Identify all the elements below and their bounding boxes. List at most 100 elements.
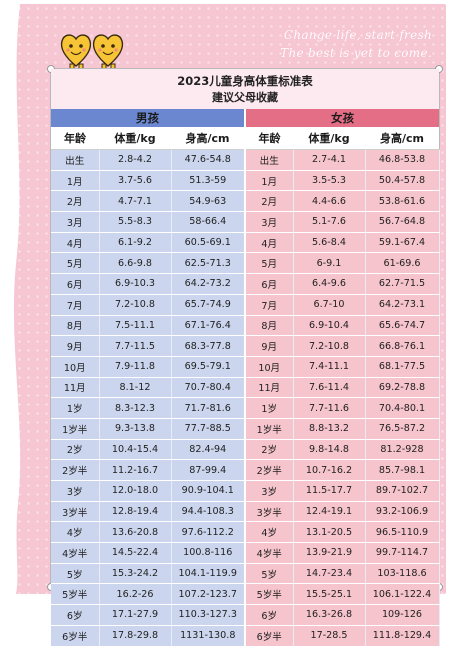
boy-height-cell: 67.1-76.4: [171, 315, 246, 337]
girl-weight-cell: 11.5-17.7: [293, 480, 366, 502]
boys-header: 男孩: [51, 109, 245, 127]
boy-age-cell: 1月: [51, 170, 100, 192]
boy-age-cell: 6岁半: [51, 625, 100, 647]
girl-height-cell: 46.8-53.8: [365, 149, 440, 171]
table-row: 7月 7.2-10.8 65.7-74.9 7月 6.7-10 64.2-73.1: [51, 294, 440, 316]
girl-weight-cell: 6-9.1: [293, 252, 366, 275]
girls-header: 女孩: [244, 109, 439, 127]
girl-height-cell: 70.4-80.1: [365, 397, 440, 419]
boy-age-cell: 2岁半: [51, 459, 100, 481]
table-body: 出生 2.8-4.2 47.6-54.8 出生 2.7-4.1 46.8-53.8 1月 3.…: [51, 149, 440, 647]
boy-height-cell: 60.5-69.1: [171, 232, 246, 254]
boy-weight-cell: 8.1-12: [99, 377, 172, 399]
boy-height-cell: 51.3-59: [171, 170, 246, 192]
boy-height-cell: 90.9-104.1: [171, 480, 246, 502]
girl-height-cell: 89.7-102.7: [365, 480, 440, 502]
girl-height-cell: 96.5-110.9: [365, 521, 440, 544]
table-row: 1岁半 9.3-13.8 77.7-88.5 1岁半 8.8-13.2 76.5-87.2: [51, 418, 440, 440]
girl-weight-cell: 2.7-4.1: [293, 149, 366, 171]
boy-height-cell: 1131-130.8: [171, 625, 246, 647]
growth-chart-card: 2023儿童身高体重标准表 建议父母收藏 男孩 女孩 年龄 体重/kg 身高/c…: [47, 65, 443, 647]
boy-weight-cell: 10.4-15.4: [99, 439, 172, 461]
column-header-height: 身高/cm: [365, 127, 439, 150]
boy-weight-cell: 9.3-13.8: [99, 418, 172, 440]
boy-height-cell: 65.7-74.9: [171, 294, 246, 316]
girl-weight-cell: 12.4-19.1: [293, 501, 366, 523]
girl-weight-cell: 7.6-11.4: [293, 377, 366, 399]
girl-age-cell: 7月: [244, 294, 294, 316]
boy-height-cell: 104.1-119.9: [171, 563, 246, 585]
table-row: 1月 3.7-5.6 51.3-59 1月 3.5-5.3 50.4-57.8: [51, 170, 440, 192]
boy-age-cell: 11月: [51, 377, 100, 399]
girl-height-cell: 111.8-129.4: [365, 625, 440, 647]
table-row: 4岁 13.6-20.8 97.6-112.2 4岁 13.1-20.5 96.5-110…: [51, 521, 440, 544]
girl-weight-cell: 15.5-25.1: [293, 583, 366, 606]
table-row: 5月 6.6-9.8 62.5-71.3 5月 6-9.1 61-69.6: [51, 252, 440, 275]
boy-weight-cell: 13.6-20.8: [99, 521, 172, 544]
boy-height-cell: 71.7-81.6: [171, 397, 246, 419]
boy-age-cell: 2月: [51, 190, 100, 213]
girl-height-cell: 85.7-98.1: [365, 459, 440, 481]
boy-weight-cell: 2.8-4.2: [99, 149, 172, 171]
girl-age-cell: 1月: [244, 170, 294, 192]
pink-dotted-background: Change life, start fresh The best is yet…: [6, 4, 446, 647]
table-row: 2月 4.7-7.1 54.9-63 2月 4.4-6.6 53.8-61.6: [51, 190, 440, 213]
girl-height-cell: 65.6-74.7: [365, 315, 440, 337]
girl-age-cell: 1岁: [244, 397, 294, 419]
girl-weight-cell: 17-28.5: [293, 625, 366, 647]
boy-height-cell: 64.2-73.2: [171, 273, 246, 295]
boy-age-cell: 9月: [51, 335, 100, 357]
boy-age-cell: 1岁: [51, 397, 100, 419]
girl-weight-cell: 9.8-14.8: [293, 439, 366, 461]
girl-height-cell: 64.2-73.1: [365, 294, 440, 316]
boy-height-cell: 70.7-80.4: [171, 377, 246, 399]
girl-weight-cell: 13.1-20.5: [293, 521, 366, 544]
girl-weight-cell: 6.7-10: [293, 294, 366, 316]
girl-height-cell: 56.7-64.8: [365, 211, 440, 233]
girl-age-cell: 2月: [244, 190, 294, 213]
girl-height-cell: 106.1-122.4: [365, 583, 440, 606]
table-row: 9月 7.7-11.5 68.3-77.8 9月 7.2-10.8 66.8-76.1: [51, 335, 440, 357]
growth-standards-table: 男孩 女孩 年龄 体重/kg 身高/cm 年龄 体重/kg 身高/cm 出生 2.…: [51, 109, 440, 647]
table-row: 3岁半 12.8-19.4 94.4-108.3 3岁半 12.4-19.1 93.2-1…: [51, 501, 440, 523]
table-row: 11月 8.1-12 70.7-80.4 11月 7.6-11.4 69.2-78.8: [51, 377, 440, 399]
boy-weight-cell: 3.7-5.6: [99, 170, 172, 192]
girl-height-cell: 50.4-57.8: [365, 170, 440, 192]
girl-height-cell: 99.7-114.7: [365, 542, 440, 564]
girl-age-cell: 1岁半: [244, 418, 294, 440]
wave-decoration: [6, 4, 21, 594]
boy-weight-cell: 12.0-18.0: [99, 480, 172, 502]
boy-age-cell: 2岁: [51, 439, 100, 461]
boy-weight-cell: 6.6-9.8: [99, 252, 172, 275]
table-row: 2岁半 11.2-16.7 87-99.4 2岁半 10.7-16.2 85.7-98.1: [51, 459, 440, 481]
boy-weight-cell: 6.9-10.3: [99, 273, 172, 295]
column-header-height: 身高/cm: [171, 127, 245, 150]
boy-age-cell: 3岁半: [51, 501, 100, 523]
girl-height-cell: 109-126: [365, 604, 440, 626]
girl-age-cell: 4岁: [244, 521, 294, 544]
girl-age-cell: 4岁半: [244, 542, 294, 564]
boy-height-cell: 77.7-88.5: [171, 418, 246, 440]
girl-age-cell: 5岁: [244, 563, 294, 585]
girl-weight-cell: 5.6-8.4: [293, 232, 366, 254]
table-row: 2岁 10.4-15.4 82.4-94 2岁 9.8-14.8 81.2-928: [51, 439, 440, 461]
boy-age-cell: 4岁半: [51, 542, 100, 564]
table-row: 3月 5.5-8.3 58-66.4 3月 5.1-7.6 56.7-64.8: [51, 211, 440, 233]
boy-age-cell: 6岁: [51, 604, 100, 626]
boy-height-cell: 69.5-79.1: [171, 356, 246, 378]
boy-height-cell: 62.5-71.3: [171, 252, 246, 275]
boy-age-cell: 10月: [51, 356, 100, 378]
girl-age-cell: 2岁半: [244, 459, 294, 481]
column-header-weight: 体重/kg: [293, 127, 365, 150]
boy-weight-cell: 4.7-7.1: [99, 190, 172, 213]
girl-weight-cell: 13.9-21.9: [293, 542, 366, 564]
boy-weight-cell: 15.3-24.2: [99, 563, 172, 585]
girl-weight-cell: 8.8-13.2: [293, 418, 366, 440]
boy-weight-cell: 17.8-29.8: [99, 625, 172, 647]
boy-height-cell: 107.2-123.7: [171, 583, 246, 606]
boy-height-cell: 87-99.4: [171, 459, 246, 481]
boy-weight-cell: 7.9-11.8: [99, 356, 172, 378]
table-row: 6岁半 17.8-29.8 1131-130.8 6岁半 17-28.5 111.8-12…: [51, 625, 440, 647]
table-row: 4岁半 14.5-22.4 100.8-116 4岁半 13.9-21.9 99.7-11…: [51, 542, 440, 564]
heart-mascots-icon: [60, 34, 124, 70]
